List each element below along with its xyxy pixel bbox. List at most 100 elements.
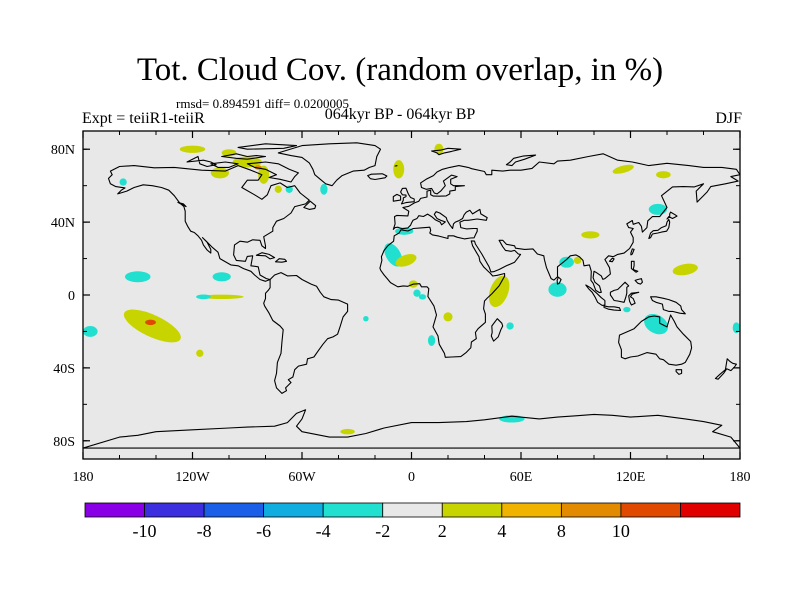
colorbar-swatch (84, 502, 145, 518)
coastline (107, 165, 310, 282)
anomaly-patch (559, 256, 574, 268)
colorbar-swatch (322, 502, 384, 518)
anomaly-patch (488, 275, 510, 308)
anomaly-patch (145, 319, 156, 326)
colorbar-swatch (203, 502, 265, 518)
colorbar-swatch (680, 502, 741, 518)
coastline (277, 142, 382, 187)
coastline (608, 257, 615, 263)
anomaly-patch (363, 315, 369, 322)
colorbar-label: 4 (497, 521, 506, 541)
coastline (210, 161, 239, 168)
coastline (505, 154, 537, 167)
coastline (255, 252, 276, 260)
anomaly-patch (124, 271, 151, 283)
anomaly-patch (196, 294, 211, 300)
stats-label: rmsd= 0.894591 diff= 0.0200005 (176, 96, 349, 111)
coastline (630, 260, 639, 273)
map-background (83, 131, 740, 459)
anomaly-patch (274, 185, 282, 193)
lat-tick-label: 80N (51, 143, 75, 158)
lat-tick-label: 0 (68, 289, 75, 304)
anomaly-patch (434, 143, 444, 155)
colorbar-swatch (501, 502, 562, 518)
coastline (177, 201, 187, 208)
anomaly-patch (393, 160, 405, 179)
lat-tick-label: 80S (53, 435, 75, 450)
anomaly-layer (83, 143, 740, 435)
anomaly-patch (732, 322, 740, 334)
coastline (303, 200, 317, 210)
anomaly-patch (320, 183, 328, 195)
axis-ticks: 180 120W 60W 0 60E 120E 180 80N 40N 0 40S 80S (51, 131, 751, 485)
coastline (237, 143, 298, 150)
lon-tick-label: 120E (616, 470, 646, 485)
coastline (263, 272, 349, 394)
coastline (630, 248, 635, 256)
anomaly-patch (612, 164, 634, 174)
coastline (609, 281, 630, 303)
coastline (431, 147, 462, 156)
experiment-label: Expt = teiiR1-teiiR (82, 110, 205, 127)
anomaly-patch (506, 322, 514, 330)
coastline (490, 318, 504, 342)
plot-title: Tot. Cloud Cov. (random overlap, in %) (136, 52, 664, 88)
anomaly-patch (644, 314, 669, 335)
coastline (585, 284, 606, 306)
coastline (400, 187, 415, 205)
anomaly-patch (573, 256, 582, 265)
coastline (675, 369, 683, 375)
anomaly-patch (443, 312, 453, 322)
coastline (379, 153, 740, 358)
colorbar-label: -2 (375, 521, 390, 541)
anomaly-patch (672, 263, 698, 276)
coastline (650, 296, 686, 315)
colorbar-label: 8 (557, 521, 566, 541)
colorbar-swatch (263, 502, 324, 518)
coastline (714, 358, 737, 380)
lon-tick-label: 180 (730, 470, 751, 485)
coastline (603, 305, 622, 312)
coastline (186, 155, 217, 168)
colorbar-label: 2 (438, 521, 447, 541)
season-label: DJF (715, 110, 742, 127)
lon-tick-label: 0 (408, 470, 415, 485)
anomaly-patch (123, 309, 181, 343)
colorbar-label: -10 (133, 521, 157, 541)
anomaly-patch (413, 289, 421, 297)
colorbar-label: -6 (256, 521, 271, 541)
colorbar-swatch (441, 502, 503, 518)
lon-tick-label: 120W (175, 470, 210, 485)
anomaly-patch (581, 231, 600, 239)
anomaly-patch (179, 145, 206, 153)
anomaly-patch (656, 171, 671, 179)
anomaly-patch (119, 178, 127, 186)
lat-tick-label: 40N (51, 216, 75, 231)
colorbar-label: 10 (612, 521, 630, 541)
period-label: 064kyr BP - 064kyr BP (324, 106, 476, 123)
colorbar: -10 -8 -6 -4 -2 2 4 8 10 (84, 502, 741, 541)
anomaly-patch (196, 349, 204, 357)
coastline (648, 218, 671, 240)
anomaly-patch (623, 306, 631, 313)
lon-tick-label: 60E (510, 470, 533, 485)
coastline (83, 409, 740, 449)
colorbar-swatch (560, 502, 622, 518)
coastline (666, 211, 678, 220)
coastline (246, 161, 299, 183)
colorbar-label: -4 (316, 521, 331, 541)
colorbar-swatch (144, 502, 205, 518)
lat-tick-label: 40S (53, 362, 75, 377)
colorbar-label: -8 (197, 521, 212, 541)
coastline (556, 276, 562, 285)
anomaly-patch (232, 156, 262, 168)
coastline (221, 153, 267, 160)
lon-tick-label: 180 (73, 470, 94, 485)
coastline (367, 173, 388, 181)
lon-tick-label: 60W (288, 470, 316, 485)
anomaly-patch (418, 294, 427, 300)
anomaly-patch (199, 294, 244, 300)
coastline (274, 258, 288, 263)
anomaly-patch (210, 167, 229, 179)
